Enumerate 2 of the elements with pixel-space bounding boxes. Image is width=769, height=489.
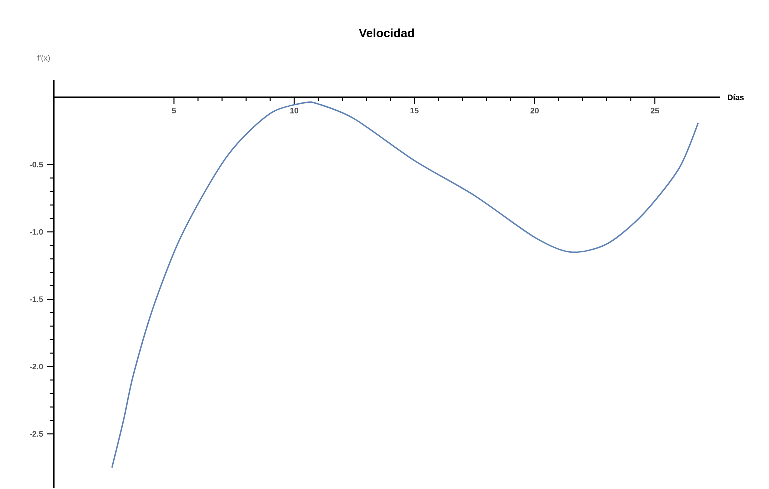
line-series (111, 102, 700, 468)
chart-title: Velocidad (359, 28, 414, 38)
